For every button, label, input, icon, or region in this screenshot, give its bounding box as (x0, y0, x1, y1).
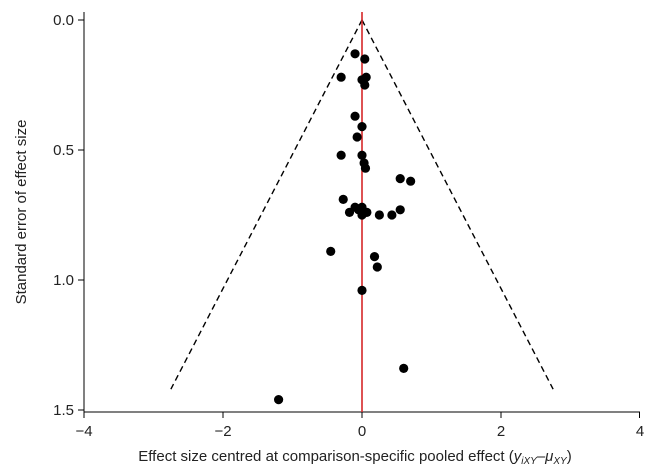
data-point (399, 363, 409, 373)
y-ticks: 0.0 0.5 1.0 1.5 (53, 12, 84, 419)
x-tick-label: −4 (75, 423, 92, 440)
data-point (360, 163, 371, 173)
x-tick-label: 2 (497, 423, 505, 440)
data-point (357, 150, 367, 160)
x-axis-label-y: y (513, 448, 523, 465)
x-axis-label-dash: – (537, 448, 546, 465)
data-point (326, 246, 336, 256)
data-point (338, 194, 348, 204)
y-tick-label: 0.5 (53, 142, 74, 159)
y-axis-label: Standard error of effect size (13, 120, 30, 305)
x-axis-label-mu-sub: XY (552, 456, 568, 467)
x-axis-label-main: Effect size centred at comparison-specif… (138, 448, 513, 465)
data-point (336, 150, 346, 160)
data-point (352, 132, 362, 142)
data-point (360, 54, 370, 64)
x-axis-label-y-sub: iXY (521, 456, 538, 467)
x-tick-label: 0 (358, 423, 366, 440)
data-point (395, 174, 405, 184)
data-point (395, 205, 405, 215)
data-point (360, 80, 370, 90)
data-points (274, 49, 416, 405)
y-tick-label: 1.5 (53, 402, 74, 419)
data-point (344, 207, 355, 217)
data-point (350, 49, 360, 59)
x-axis-label-mu: μ (544, 448, 553, 465)
x-tick-label: −2 (214, 423, 231, 440)
funnel-right-boundary (361, 19, 554, 390)
data-point (369, 252, 380, 262)
data-point (350, 111, 360, 121)
y-tick-label: 1.0 (53, 272, 74, 289)
x-ticks: −4 −2 0 2 4 (75, 412, 644, 440)
x-tick-label: 4 (636, 423, 644, 440)
y-tick-label: 0.0 (53, 12, 74, 29)
data-point (336, 72, 346, 82)
funnel-left-boundary (170, 19, 363, 390)
data-point (357, 285, 367, 295)
x-axis-label: Effect size centred at comparison-specif… (138, 448, 571, 467)
data-point (274, 395, 284, 405)
data-point (374, 210, 384, 220)
data-point (357, 210, 367, 220)
data-point (372, 262, 382, 272)
data-point (387, 210, 397, 220)
x-axis-label-close: ) (567, 448, 572, 465)
data-point (357, 122, 367, 132)
data-point (406, 176, 416, 186)
